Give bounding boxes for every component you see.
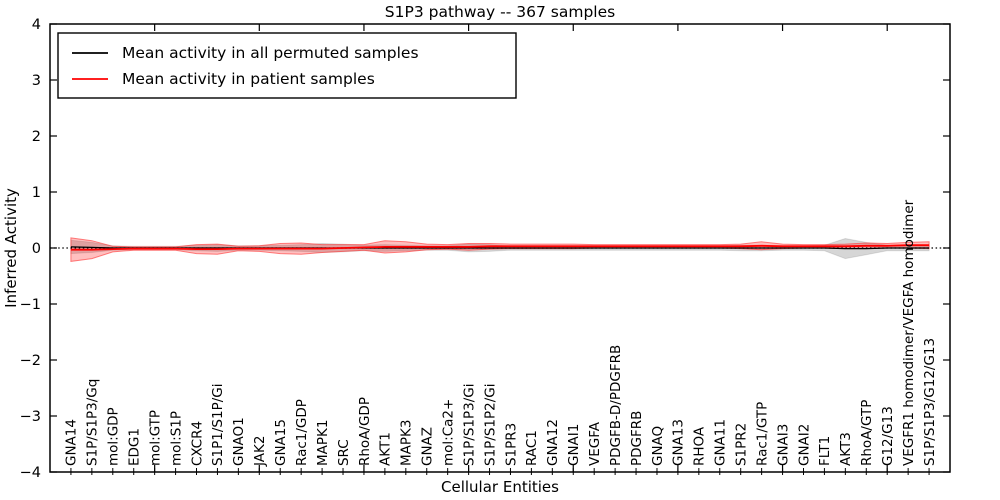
y-tick-label: 1: [32, 185, 41, 201]
x-tick-label: RHOA: [692, 426, 708, 466]
y-tick-label: 3: [32, 73, 41, 89]
x-tick-label: G12/G13: [880, 406, 896, 466]
x-tick-label: GNA13: [671, 419, 687, 466]
mean-activity-lines: [70, 244, 930, 251]
x-tick-label: JAK2: [252, 436, 268, 467]
y-tick-label: −4: [20, 465, 41, 481]
x-tick-label: RhoA/GDP: [357, 397, 373, 466]
x-tick-label: mol:Ca2+: [440, 399, 456, 466]
x-tick-label: GNAI2: [796, 424, 812, 466]
x-tick-label: mol:S1P: [168, 411, 184, 466]
x-tick-label: RAC1: [524, 430, 540, 466]
x-tick-label: S1P/S1P3/Gi: [461, 384, 477, 467]
x-tick-label: S1P/S1P3/G12/G13: [922, 338, 938, 466]
mean-line-patient: [70, 244, 930, 251]
x-tick-label: GNA12: [545, 419, 561, 466]
x-tick-label: S1PR3: [503, 423, 519, 466]
mean-line-permuted: [70, 246, 930, 250]
x-tick-label: GNAZ: [420, 427, 436, 466]
y-tick-label: −1: [20, 297, 41, 313]
x-tick-label: AKT1: [378, 432, 394, 466]
x-tick-label: CXCR4: [189, 421, 205, 466]
legend-label-patient: Mean activity in patient samples: [122, 70, 375, 88]
x-tick-label: GNA14: [64, 419, 80, 466]
x-tick-label: Rac1/GDP: [294, 399, 310, 466]
y-tick-label: 0: [32, 241, 41, 257]
x-tick-label: Rac1/GTP: [754, 402, 770, 466]
x-tick-label: S1P/S1P3/Gq: [85, 379, 101, 466]
x-tick-label: GNA15: [273, 419, 289, 466]
x-tick-label: GNAI1: [566, 424, 582, 466]
x-tick-label: EDG1: [127, 428, 143, 466]
y-tick-label: −2: [20, 353, 41, 369]
y-axis-label: Inferred Activity: [2, 188, 20, 308]
x-tick-labels: GNA14 S1P/S1P3/Gq mol:GDP EDG1 mol:GTP mol:S1…: [64, 199, 938, 467]
x-tick-label: GNAI3: [775, 424, 791, 466]
x-tick-label: VEGFR1 homodimer/VEGFA homodimer: [901, 199, 917, 466]
legend: Mean activity in all permuted samples Me…: [57, 32, 517, 99]
x-tick-label: S1PR2: [733, 423, 749, 466]
x-tick-label: PDGFRB: [629, 411, 645, 466]
y-tick-label: −3: [20, 409, 41, 425]
x-tick-label: S1P/S1P2/Gi: [482, 384, 498, 466]
x-tick-label: S1P1/S1P/Gi: [210, 384, 226, 467]
x-axis-label: Cellular Entities: [441, 478, 559, 496]
x-tick-label: GNAO1: [231, 417, 247, 466]
y-tick-labels: −4 −3 −2 −1 0 1 2 3 4: [20, 17, 41, 481]
axis-ticks: [50, 23, 950, 475]
x-tick-label: RhoA/GTP: [859, 400, 875, 466]
legend-box: [57, 32, 517, 99]
x-tick-label: MAPK3: [399, 420, 415, 466]
x-tick-label: AKT3: [838, 432, 854, 466]
x-tick-label: FLT1: [817, 436, 833, 466]
y-tick-label: 4: [32, 17, 41, 33]
chart-title: S1P3 pathway -- 367 samples: [385, 3, 615, 21]
y-tick-label: 2: [32, 129, 41, 145]
x-tick-label: mol:GDP: [106, 407, 122, 466]
legend-label-permuted: Mean activity in all permuted samples: [122, 44, 419, 62]
x-tick-label: MAPK1: [315, 420, 331, 466]
x-tick-label: VEGFA: [587, 421, 603, 466]
x-tick-label: GNA11: [713, 419, 729, 466]
x-tick-label: SRC: [336, 439, 352, 466]
x-tick-label: PDGFB-D/PDGFRB: [608, 345, 624, 466]
x-tick-label: GNAQ: [650, 426, 666, 466]
x-tick-label: mol:GTP: [147, 410, 163, 466]
